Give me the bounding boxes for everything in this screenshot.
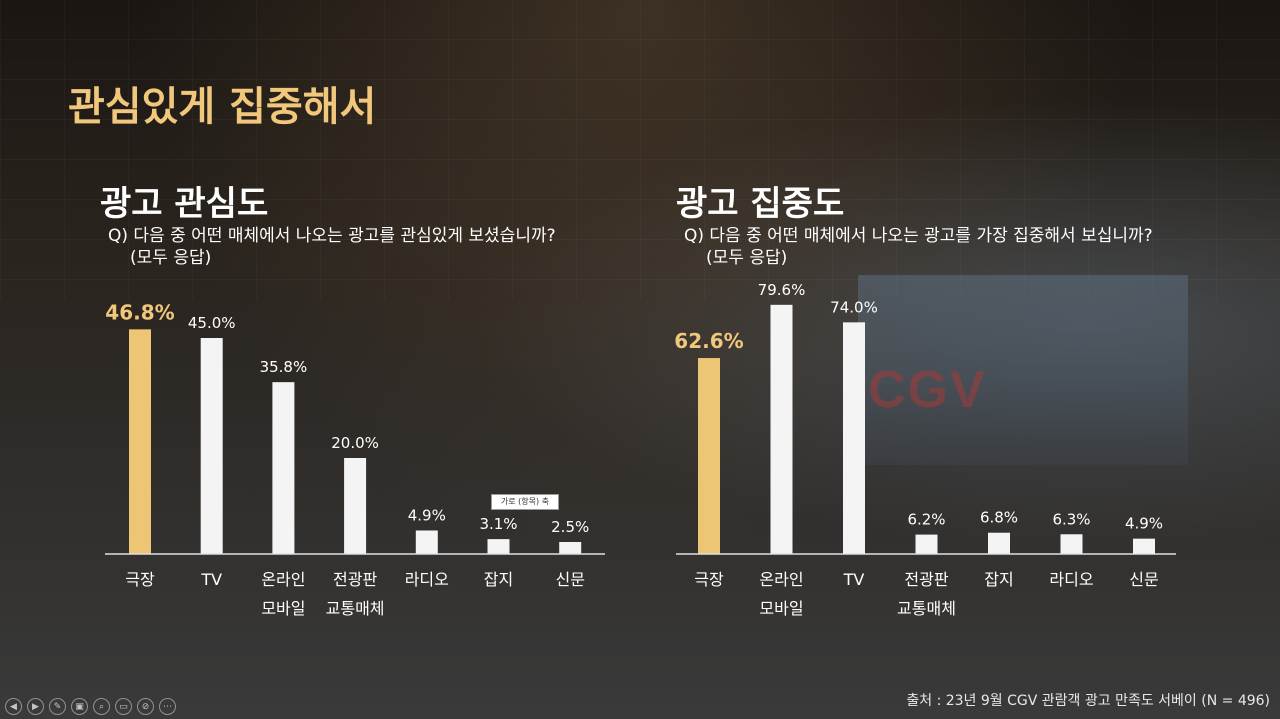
slide-title: 관심있게 집중해서 <box>68 84 377 130</box>
chart2-value-label-4: 6.8% <box>980 509 1018 527</box>
chart1-category-label-3-0: 전광판 <box>333 570 377 589</box>
chart1-question: Q) 다음 중 어떤 매체에서 나오는 광고를 관심있게 보셨습니까? (모두 … <box>108 225 556 269</box>
chart1-bar-5 <box>487 539 510 554</box>
camera-off-icon[interactable]: ⊘ <box>137 698 154 715</box>
chart1-category-label-5-0: 잡지 <box>484 570 513 589</box>
more-options-icon[interactable]: ⋯ <box>159 698 176 715</box>
chart2-title: 광고 집중도 <box>676 184 845 224</box>
axis-tooltip: 가로 (항목) 축 <box>491 494 559 510</box>
chart1-title: 광고 관심도 <box>100 184 269 224</box>
chart2-category-label-1-0: 온라인 <box>759 570 803 589</box>
slides-icon[interactable]: ▣ <box>71 698 88 715</box>
chart1-bar-6 <box>559 542 582 554</box>
chart2-bar-4 <box>988 532 1010 554</box>
chart1-bar-2 <box>272 382 295 554</box>
chart1-category-label-1-0: TV <box>200 570 222 589</box>
chart1-category-label-2-1: 모바일 <box>261 599 305 618</box>
chart2-category-label-0-0: 극장 <box>694 570 724 589</box>
chart1-question-text: Q) 다음 중 어떤 매체에서 나오는 광고를 관심있게 보셨습니까? <box>108 226 556 246</box>
zoom-icon[interactable]: ⌕ <box>93 698 110 715</box>
chart1-value-label-1: 45.0% <box>188 314 236 332</box>
chart2-value-label-0: 62.6% <box>674 329 743 353</box>
chart1-category-label-3-1: 교통매체 <box>326 599 385 618</box>
chart2-question: Q) 다음 중 어떤 매체에서 나오는 광고를 가장 집중해서 보십니까? (모… <box>684 225 1153 269</box>
chart2-question-text: Q) 다음 중 어떤 매체에서 나오는 광고를 가장 집중해서 보십니까? <box>684 226 1153 246</box>
chart2-bar-0 <box>698 358 720 554</box>
chart1-value-label-5: 3.1% <box>479 515 517 533</box>
chart2-category-label-5-0: 라디오 <box>1049 570 1093 589</box>
chart1-category-label-0-0: 극장 <box>125 570 155 589</box>
chart2-category-label-3-1: 교통매체 <box>897 599 956 618</box>
previous-slide-icon[interactable]: ◀ <box>5 698 22 715</box>
background-ceiling <box>0 0 1280 300</box>
chart1-bar-1 <box>200 338 223 554</box>
chart2-bar-1 <box>770 304 793 554</box>
background-cgv-logo: CGV <box>868 361 987 419</box>
chart1-value-label-6: 2.5% <box>551 518 589 536</box>
next-slide-icon[interactable]: ▶ <box>27 698 44 715</box>
chart1-value-label-4: 4.9% <box>408 506 446 524</box>
chart2-category-label-4-0: 잡지 <box>984 570 1013 589</box>
chart2-category-label-1-1: 모바일 <box>759 599 803 618</box>
chart2-bar-5 <box>1060 534 1083 554</box>
chart1-category-label-6-0: 신문 <box>555 570 584 589</box>
chart1-note: (모두 응답) <box>130 248 212 268</box>
pen-icon[interactable]: ✎ <box>49 698 66 715</box>
slideshow-controls: ◀ ▶ ✎ ▣ ⌕ ▭ ⊘ ⋯ <box>5 698 176 715</box>
background-cinema-screen <box>858 275 1188 465</box>
chart2-note: (모두 응답) <box>706 248 788 268</box>
source-note: 출처 : 23년 9월 CGV 관람객 광고 만족도 서베이 (N = 496) <box>906 693 1270 709</box>
subtitles-icon[interactable]: ▭ <box>115 698 132 715</box>
chart2-category-label-2-0: TV <box>843 570 865 589</box>
chart1-bar-0 <box>129 329 151 554</box>
chart2-category-label-6-0: 신문 <box>1129 570 1158 589</box>
chart2-value-label-6: 4.9% <box>1125 515 1163 533</box>
chart2-category-label-3-0: 전광판 <box>904 570 948 589</box>
chart2-bar-2 <box>843 322 865 554</box>
chart2-value-label-2: 74.0% <box>830 298 878 316</box>
chart1-value-label-2: 35.8% <box>260 358 308 376</box>
chart1-value-label-3: 20.0% <box>331 434 379 452</box>
chart2-value-label-1: 79.6% <box>758 281 806 299</box>
chart2-bar-3 <box>915 534 938 554</box>
chart2-bar-6 <box>1133 538 1155 554</box>
chart1-value-label-0: 46.8% <box>105 300 174 324</box>
chart1-category-label-2-0: 온라인 <box>261 570 305 589</box>
chart1-bar-4 <box>415 530 438 554</box>
chart1-category-label-4-0: 라디오 <box>405 570 449 589</box>
chart1-bar-3 <box>344 458 367 554</box>
chart2-value-label-5: 6.3% <box>1052 510 1090 528</box>
chart2-value-label-3: 6.2% <box>907 511 945 529</box>
